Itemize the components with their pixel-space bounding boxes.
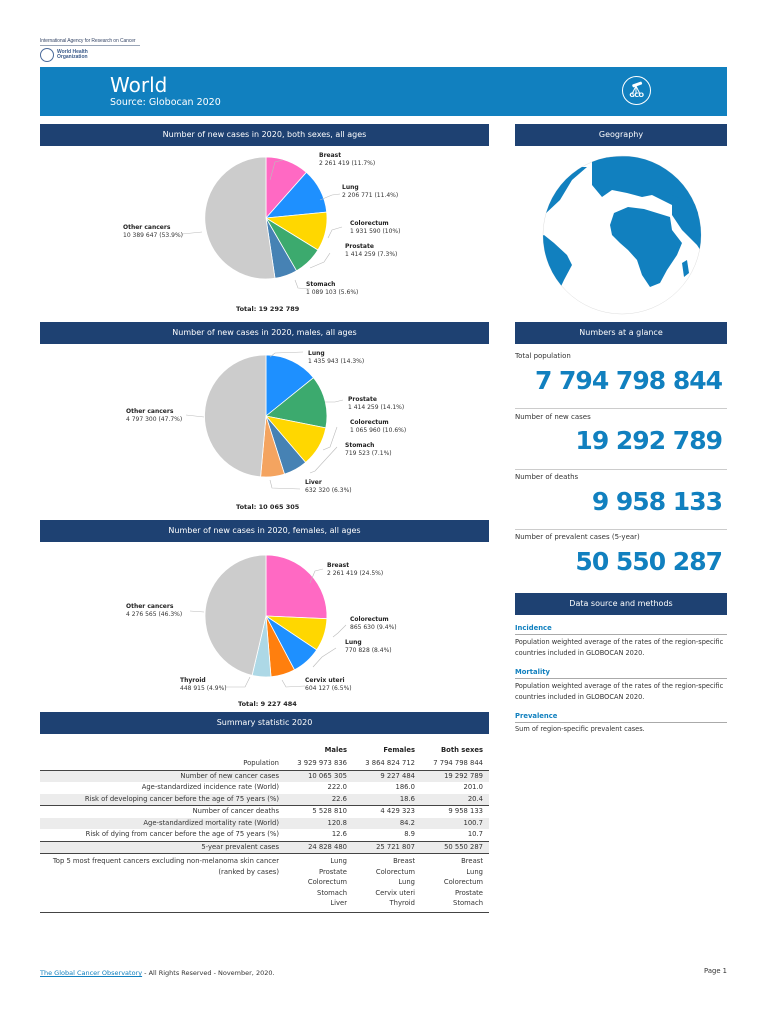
leader-lines-males (185, 351, 344, 490)
leader-lines-both (181, 159, 343, 290)
population-label: Total population (515, 352, 571, 360)
leader-lines-females (189, 568, 347, 688)
section-header-males: Number of new cases in 2020, males, all … (40, 322, 489, 344)
pie-label: Lung 2 206 771 (11.4%) (342, 184, 399, 199)
table-row: 5-year prevalent cases 24 828 480 25 721… (40, 841, 489, 854)
table-row: Age-standardized incidence rate (World) … (141, 783, 483, 791)
prevalent-value: 50 550 287 (575, 547, 723, 576)
divider (515, 634, 727, 635)
section-header-datasource: Data source and methods (515, 593, 727, 615)
pie-label: Stomach 1 089 103 (5.6%) (306, 281, 359, 296)
slice-other[interactable] (204, 554, 267, 676)
pie-label: Prostate 1 414 259 (7.3%) (345, 243, 398, 258)
pie-label: Other cancers 4 797 300 (47.7%) (126, 408, 183, 423)
slice-lung[interactable] (265, 354, 315, 417)
new-cases-label: Number of new cases (515, 413, 591, 421)
section-header-summary: Summary statistic 2020 (40, 712, 489, 734)
table-row: Number of cancer deaths 5 528 810 4 429 … (192, 807, 483, 815)
deaths-label: Number of deaths (515, 473, 579, 481)
section-header-geography: Geography (515, 124, 727, 146)
gco-link[interactable]: The Global Cancer Observatory (40, 969, 143, 977)
gco-logo-icon: GCO (622, 76, 651, 105)
pie-label: Lung 770 828 (8.4%) (345, 639, 392, 654)
pie-label: Breast 2 261 419 (24.5%) (327, 562, 384, 577)
section-header-females: Number of new cases in 2020, females, al… (40, 520, 489, 542)
slice-prostate[interactable] (265, 377, 328, 429)
globe-map-icon (542, 155, 702, 315)
pie-label: Other cancers 10 389 647 (53.9%) (123, 224, 184, 239)
column-header (40, 742, 285, 758)
deaths-value: 9 958 133 (591, 487, 723, 516)
new-cases-value: 19 292 789 (575, 426, 723, 455)
slice-breast[interactable] (265, 554, 328, 620)
pie-label: Breast 2 261 419 (11.7%) (319, 152, 376, 167)
pie-label: Liver 632 320 (6.3%) (305, 479, 352, 494)
pie-label: Cervix uteri 604 127 (6.5%) (305, 677, 352, 692)
pie-label: Colorectum 1 065 960 (10.6%) (350, 419, 407, 434)
incidence-title: Incidence (515, 624, 552, 632)
prevalent-label: Number of prevalent cases (5-year) (515, 533, 640, 541)
pie-total: Total: 10 065 305 (236, 503, 300, 511)
who-line2: Organization (57, 54, 88, 60)
divider (515, 678, 727, 679)
pie-total: Total: 19 292 789 (236, 305, 300, 313)
footer-text: - All Rights Reserved - November, 2020. (142, 969, 275, 977)
who-logo-block: World Health Organization (40, 48, 88, 62)
table-row: Risk of developing cancer before the age… (40, 793, 489, 806)
mortality-title: Mortality (515, 668, 550, 676)
page-subtitle: Source: Globocan 2020 (110, 97, 221, 108)
pie-chart-males (204, 354, 328, 478)
divider (40, 45, 140, 46)
slice-other[interactable] (204, 156, 276, 280)
prevalence-text: Sum of region-specific prevalent cases. (515, 725, 645, 733)
table-row-top5: Top 5 most frequent cancers excluding no… (40, 853, 489, 913)
prevalence-title: Prevalence (515, 712, 558, 720)
footer: The Global Cancer Observatory - All Righ… (40, 969, 275, 977)
mortality-text: Population weighted average of the rates… (515, 682, 724, 701)
summary-table: Males Females Both sexes Population 3 92… (40, 742, 489, 913)
iarc-name: International Agency for Research on Can… (40, 38, 136, 44)
table-row: Number of new cancer cases 10 065 305 9 … (40, 769, 489, 782)
incidence-text: Population weighted average of the rates… (515, 638, 724, 657)
gco-logo-text: GCO (629, 91, 644, 99)
pie-label: Other cancers 4 276 565 (46.3%) (126, 603, 183, 618)
column-header: Females (383, 745, 415, 754)
table-row: Population 3 929 973 836 3 864 824 712 7… (243, 759, 483, 767)
pie-total: Total: 9 227 484 (238, 700, 297, 708)
divider (515, 469, 727, 470)
column-header: Males (324, 745, 347, 754)
column-header: Both sexes (441, 745, 483, 754)
page-number: Page 1 (704, 967, 727, 975)
page-title: World (110, 73, 168, 97)
divider (515, 722, 727, 723)
pie-label: Stomach 719 523 (7.1%) (345, 442, 392, 457)
table-row: Age-standardized mortality rate (World) … (40, 817, 489, 829)
population-value: 7 794 798 844 (534, 366, 723, 395)
title-banner (40, 67, 727, 116)
table-row: Risk of dying from cancer before the age… (40, 829, 489, 842)
section-header-both: Number of new cases in 2020, both sexes,… (40, 124, 489, 146)
pie-label: Colorectum 865 630 (9.4%) (350, 616, 397, 631)
section-header-glance: Numbers at a glance (515, 322, 727, 344)
pie-label: Thyroid 448 915 (4.9%) (180, 677, 227, 692)
pie-chart-females (204, 554, 328, 678)
pie-label: Colorectum 1 931 590 (10%) (350, 220, 401, 235)
pie-chart-both (204, 156, 328, 280)
pie-label: Lung 1 435 943 (14.3%) (308, 350, 365, 365)
pie-label: Prostate 1 414 259 (14.1%) (348, 396, 405, 411)
divider (515, 529, 727, 530)
table-header-row: Males Females Both sexes (40, 742, 489, 758)
who-line1: World Health (57, 49, 88, 55)
divider (515, 408, 727, 409)
who-emblem-icon (40, 48, 54, 62)
slice-other[interactable] (204, 354, 267, 478)
